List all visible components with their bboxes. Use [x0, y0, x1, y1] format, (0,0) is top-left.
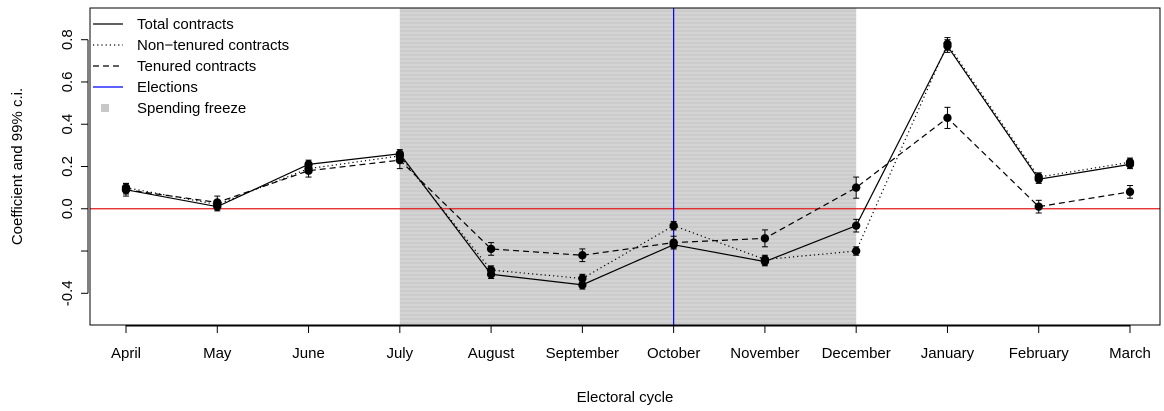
y-tick-label: 0.6: [59, 72, 76, 93]
y-tick-label: 0.2: [59, 156, 76, 177]
legend-label: Elections: [137, 79, 198, 96]
y-tick-label: 0.8: [59, 29, 76, 50]
data-point: [578, 274, 587, 283]
series-group: [121, 37, 1135, 290]
x-axis-label: Electoral cycle: [577, 389, 674, 406]
y-axis: -0.4 0.0 0.2 0.4 0.6 0.8: [59, 29, 89, 306]
data-point: [943, 39, 952, 49]
x-tick-label: November: [730, 345, 799, 362]
series-line: [125, 44, 1131, 286]
x-tick-label: December: [822, 345, 891, 362]
data-point: [1034, 202, 1043, 211]
x-tick-label: February: [1009, 345, 1070, 362]
x-tick-label: October: [647, 345, 700, 362]
y-tick-label: 0.4: [59, 114, 76, 135]
x-axis: April May June July August September October No…: [111, 325, 1151, 362]
data-point: [395, 155, 405, 165]
spending-freeze-region: [399, 8, 857, 325]
data-point: [943, 113, 952, 123]
x-tick-label: September: [546, 345, 619, 362]
data-point: [851, 183, 861, 192]
x-tick-label: May: [203, 345, 232, 362]
data-point: [121, 185, 131, 194]
plot-frame: [89, 7, 1161, 326]
data-point: [1034, 172, 1043, 182]
x-tick-label: March: [1109, 345, 1151, 362]
data-point: [669, 238, 678, 247]
data-point: [486, 244, 496, 254]
x-tick-label: August: [468, 345, 516, 362]
data-point: [486, 265, 496, 275]
x-tick-label: January: [921, 345, 975, 362]
data-point: [760, 255, 770, 264]
data-point: [760, 234, 770, 243]
legend-item-5: Spending freeze: [101, 100, 246, 117]
legend-swatch: [101, 104, 109, 112]
series-line: [125, 117, 1131, 256]
legend-label: Tenured contracts: [137, 58, 256, 75]
legend-item-2: Non−tenured contracts: [93, 37, 289, 54]
data-point: [213, 198, 222, 207]
x-tick-label: April: [111, 345, 141, 362]
data-point: [1125, 187, 1135, 197]
data-point: [578, 251, 587, 260]
legend-item-3: Tenured contracts: [93, 58, 256, 75]
data-point: [851, 246, 861, 256]
legend-item-4: Elections: [93, 79, 198, 96]
y-tick-label: -0.4: [59, 280, 76, 306]
legend-item-1: Total contracts: [93, 16, 234, 33]
series-3: [121, 106, 1135, 263]
data-point: [304, 166, 313, 175]
y-axis-label: Coefficient and 99% c.i.: [9, 88, 26, 245]
y-tick-label: 0.0: [59, 198, 76, 219]
data-point: [669, 221, 678, 230]
x-tick-label: July: [386, 345, 413, 362]
legend-label: Non−tenured contracts: [137, 37, 289, 54]
data-point: [1125, 158, 1135, 167]
legend-label: Total contracts: [137, 16, 234, 33]
data-point: [851, 221, 861, 230]
legend: Total contracts Non−tenured contracts Tenu…: [93, 16, 289, 117]
x-tick-label: June: [292, 345, 325, 362]
legend-label: Spending freeze: [137, 100, 246, 117]
